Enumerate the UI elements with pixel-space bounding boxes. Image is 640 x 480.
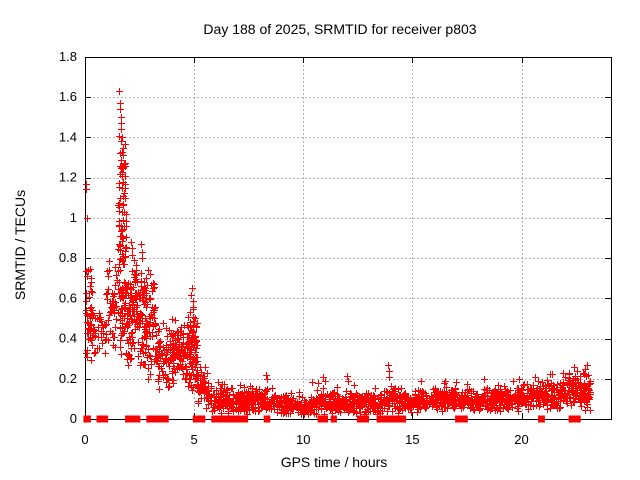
x-tick-label: 15	[405, 432, 419, 447]
y-tick-label: 1.6	[59, 89, 77, 104]
y-tick-label: 0.6	[59, 290, 77, 305]
x-tick-label: 10	[296, 432, 310, 447]
y-tick-label: 0	[70, 411, 77, 426]
x-tick-label: 20	[514, 432, 528, 447]
y-tick-label: 0.2	[59, 371, 77, 386]
y-tick-label: 0.4	[59, 331, 77, 346]
y-tick-label: 1.8	[59, 49, 77, 64]
y-tick-label: 0.8	[59, 250, 77, 265]
chart-title: Day 188 of 2025, SRMTID for receiver p80…	[203, 21, 477, 37]
x-axis-title: GPS time / hours	[280, 454, 388, 470]
y-tick-label: 1.4	[59, 129, 77, 144]
plot-border	[85, 57, 612, 420]
zero-value-markers	[83, 415, 581, 423]
x-tick-label: 5	[191, 432, 198, 447]
y-tick-label: 1.2	[59, 170, 77, 185]
x-tick-label: 0	[81, 432, 88, 447]
scatter-points	[83, 88, 594, 418]
y-tick-label: 1	[70, 210, 77, 225]
